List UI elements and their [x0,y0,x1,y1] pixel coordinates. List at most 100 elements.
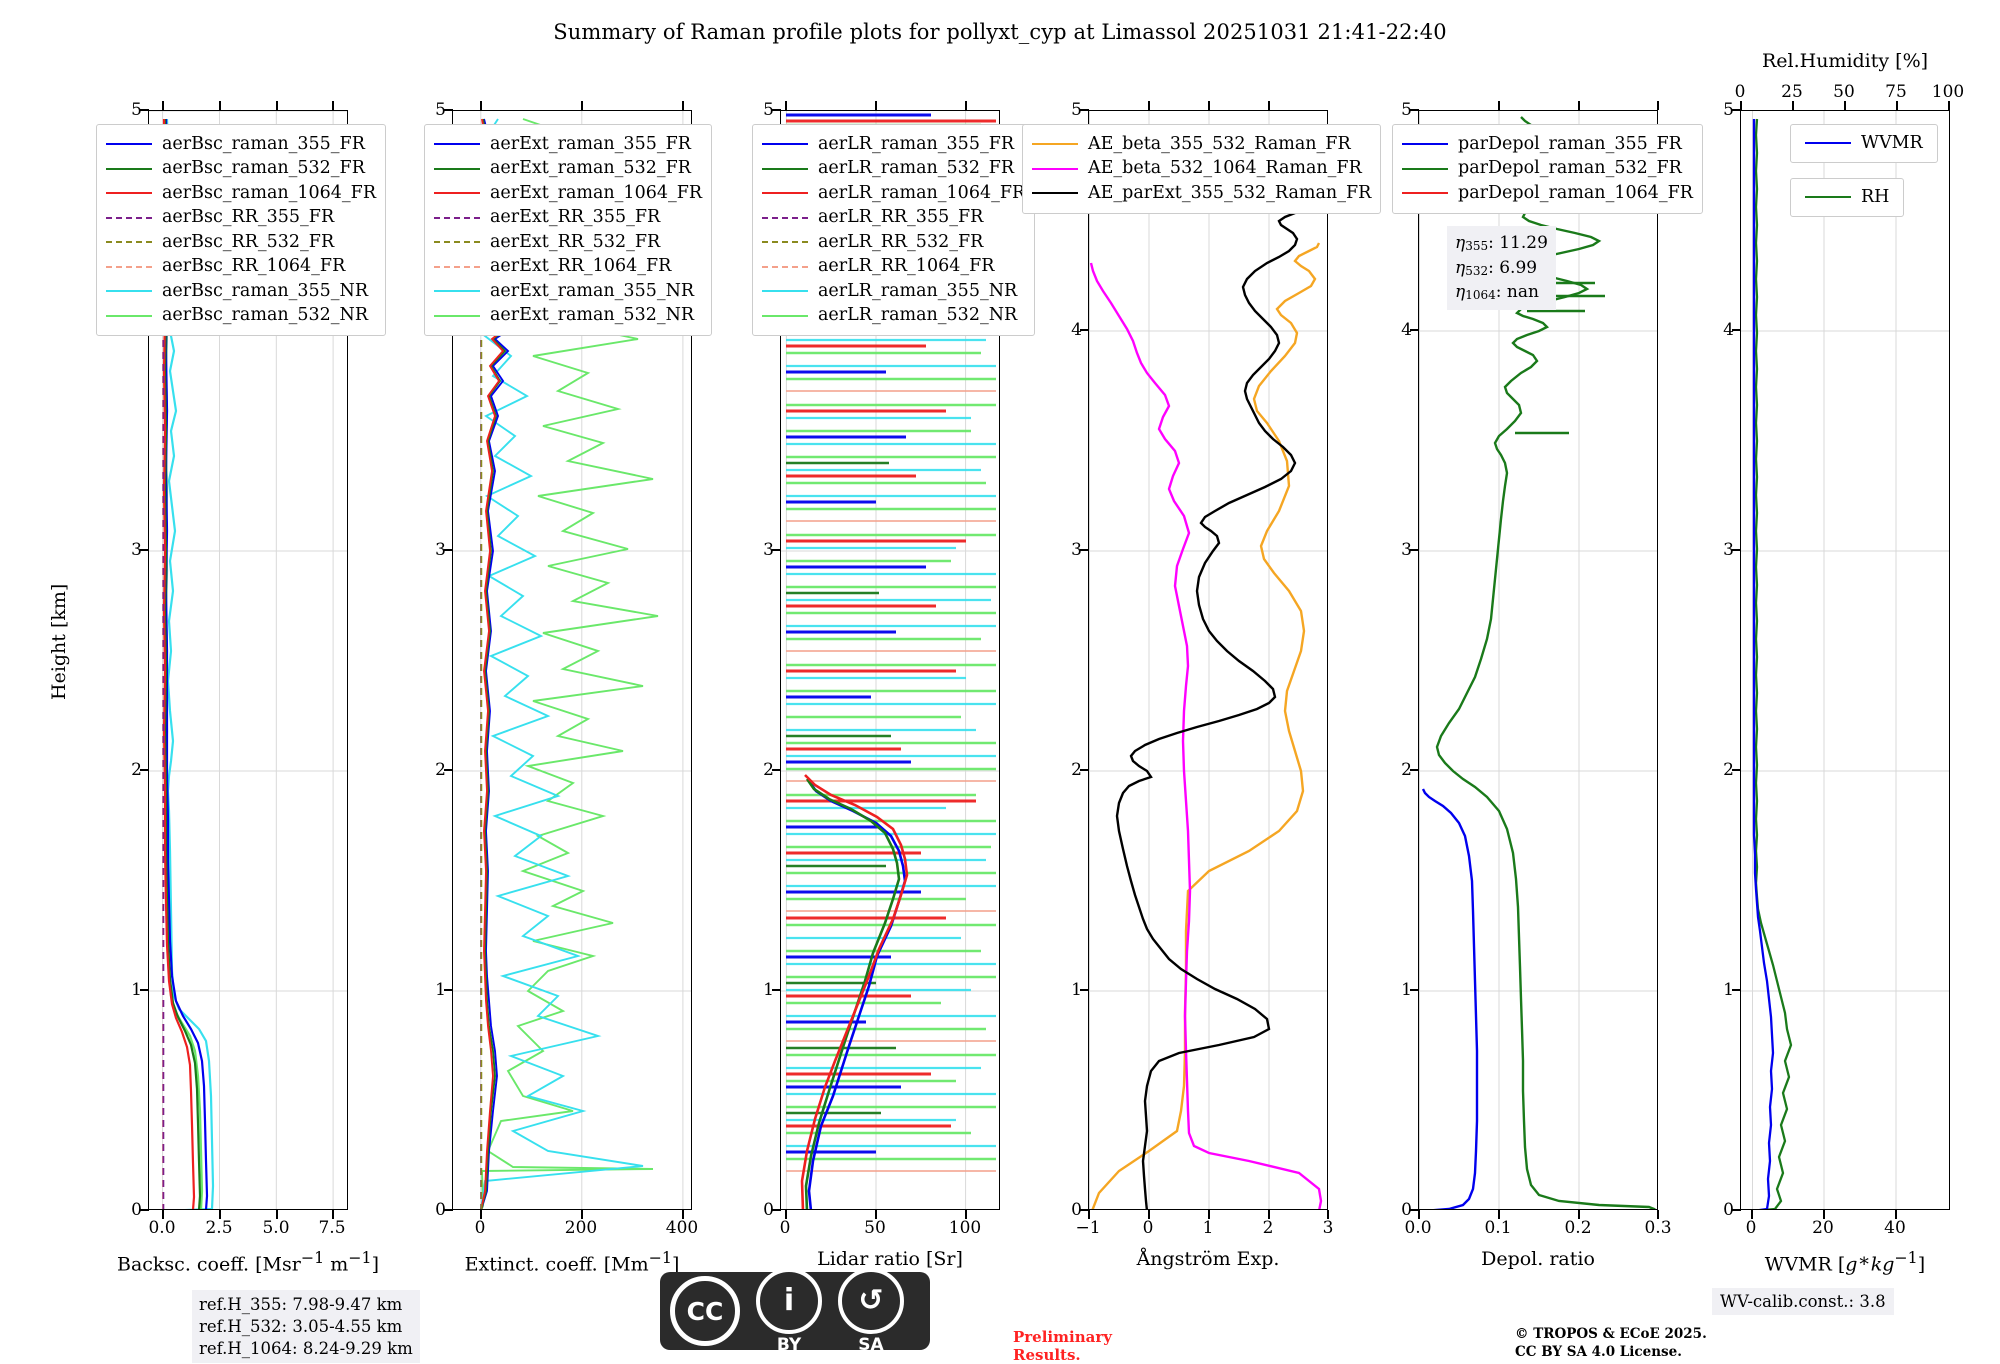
tick [444,989,453,991]
legend-rh[interactable]: RH [1790,178,1905,217]
legend-lidar-ratio[interactable]: aerLR_raman_355_FR aerLR_raman_532_FR ae… [752,124,1036,336]
legend-item[interactable]: aerLR_RR_355_FR [762,206,1025,231]
legend-item[interactable]: AE_beta_355_532_Raman_FR [1032,132,1371,157]
legend-swatch [106,167,152,170]
legend-swatch [1032,192,1078,195]
legend-item[interactable]: aerBsc_RR_355_FR [106,206,376,231]
tick [1268,1210,1270,1219]
legend-backscatter[interactable]: aerBsc_raman_355_FR aerBsc_raman_532_FR … [96,124,386,336]
tick [1792,101,1794,110]
top-tick-p6-3: 75 [1885,82,1907,102]
tick [1080,109,1089,111]
legend-item[interactable]: RH [1805,185,1889,210]
legend-item[interactable]: aerLR_raman_532_NR [762,304,1025,329]
legend-item[interactable]: aerExt_raman_355_FR [434,132,702,157]
eta-532-row: η532: 6.99 [1455,257,1538,278]
y-tick-p3-2: 2 [763,760,774,780]
tick [1732,329,1741,331]
legend-item[interactable]: aerExt_raman_532_FR [434,157,702,182]
tick [332,1210,334,1219]
tick [1080,989,1089,991]
legend-item[interactable]: aerLR_raman_1064_FR [762,181,1025,206]
legend-item[interactable]: aerLR_raman_355_FR [762,132,1025,157]
legend-swatch [106,265,152,268]
legend-item[interactable]: aerExt_raman_532_NR [434,304,702,329]
legend-item[interactable]: parDepol_raman_532_FR [1402,157,1693,182]
y-tick-p1-1: 1 [131,980,142,1000]
legend-item[interactable]: aerExt_RR_355_FR [434,206,702,231]
eta-355-row: η355: 11.29 [1455,233,1548,253]
y-axis-title: Height [km] [48,583,70,700]
tick [965,1210,967,1219]
legend-depolarization[interactable]: parDepol_raman_355_FR parDepol_raman_532… [1392,124,1703,214]
x-tick-p5-3: 0.3 [1644,1218,1672,1238]
legend-extinction[interactable]: aerExt_raman_355_FR aerExt_raman_532_FR … [424,124,713,336]
tick [965,101,967,110]
legend-item[interactable]: aerExt_raman_355_NR [434,279,702,304]
y-tick-p2-2: 2 [435,760,446,780]
legend-item[interactable]: aerBsc_RR_532_FR [106,230,376,255]
top-tick-p6-1: 25 [1781,82,1803,102]
y-tick-p6-1: 1 [1723,980,1734,1000]
cc-by-icon: i BY [756,1267,822,1355]
legend-item[interactable]: aerBsc_raman_355_FR [106,132,376,157]
x-tick-p5-1: 0.1 [1484,1218,1512,1238]
legend-item[interactable]: aerExt_RR_532_FR [434,230,702,255]
tick [772,989,781,991]
legend-swatch [106,290,152,293]
legend-item[interactable]: parDepol_raman_355_FR [1402,132,1693,157]
y-tick-p5-4: 4 [1401,320,1412,340]
tick [1844,101,1846,110]
legend-item[interactable]: AE_beta_532_1064_Raman_FR [1032,157,1371,182]
legend-swatch [762,143,808,146]
legend-wvmr[interactable]: WVMR [1790,124,1938,163]
x-tick-p1-0: 0.0 [148,1218,176,1238]
legend-swatch [1402,192,1448,195]
backscatter-curves [149,111,347,1209]
y-tick-p2-1: 1 [435,980,446,1000]
y-tick-p4-1: 1 [1071,980,1082,1000]
legend-item[interactable]: aerLR_raman_532_FR [762,157,1025,182]
legend-swatch [106,192,152,195]
legend-item[interactable]: aerLR_RR_1064_FR [762,255,1025,280]
top-tick-p6-0: 0 [1734,82,1746,102]
legend-swatch [434,167,480,170]
tick [581,1210,583,1219]
legend-item[interactable]: aerLR_raman_355_NR [762,279,1025,304]
legend-item[interactable]: aerBsc_raman_1064_FR [106,181,376,206]
legend-angstrom[interactable]: AE_beta_355_532_Raman_FR AE_beta_532_106… [1022,124,1382,214]
x-axis-title-angstrom: Ångström Exp. [1136,1248,1280,1270]
legend-item[interactable]: AE_parExt_355_532_Raman_FR [1032,181,1371,206]
legend-item[interactable]: aerExt_raman_1064_FR [434,181,702,206]
tick [1410,1209,1419,1211]
tick [1498,101,1500,110]
x-tick-p6-0: 0 [1745,1218,1757,1238]
tick [1948,101,1950,110]
legend-swatch [434,290,480,293]
x-tick-p3-0: 0 [779,1218,791,1238]
tick [1327,1210,1329,1219]
legend-item[interactable]: aerBsc_raman_532_NR [106,304,376,329]
legend-item[interactable]: parDepol_raman_1064_FR [1402,181,1693,206]
legend-item[interactable]: aerBsc_RR_1064_FR [106,255,376,280]
tick [1732,989,1741,991]
legend-swatch [762,216,808,219]
y-tick-p1-3: 3 [131,540,142,560]
legend-swatch [106,216,152,219]
tick [1578,101,1580,110]
legend-swatch [434,192,480,195]
legend-item[interactable]: aerLR_RR_532_FR [762,230,1025,255]
tick [581,101,583,110]
x-tick-p4-0: −1 [1075,1218,1101,1238]
legend-item[interactable]: aerBsc_raman_532_FR [106,157,376,182]
legend-swatch [106,241,152,244]
y-tick-p2-0: 0 [435,1200,446,1220]
tick [219,1210,221,1219]
legend-item[interactable]: aerExt_RR_1064_FR [434,255,702,280]
x-tick-p6-1: 20 [1812,1218,1834,1238]
legend-item[interactable]: aerBsc_raman_355_NR [106,279,376,304]
tick [444,549,453,551]
tick [1657,1210,1659,1219]
y-tick-p1-2: 2 [131,760,142,780]
legend-item[interactable]: WVMR [1805,131,1923,156]
